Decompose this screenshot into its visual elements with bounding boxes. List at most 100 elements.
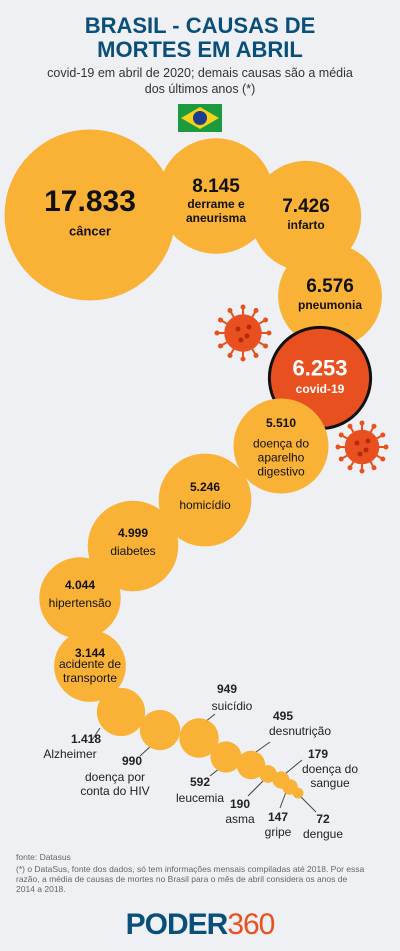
logo-right: 360 — [227, 908, 275, 941]
value-label: 8.145 — [192, 176, 240, 198]
category-label: asma — [225, 812, 255, 827]
category-label: derrame e aneurisma — [185, 197, 247, 226]
virus-spike-tip — [359, 420, 365, 426]
leader-line — [255, 741, 271, 753]
virus-body — [224, 314, 262, 352]
category-label: acidente de transporte — [58, 657, 122, 685]
leader-line — [300, 796, 317, 813]
logo-left: PODER — [125, 908, 229, 941]
category-label: covid-19 — [295, 382, 345, 397]
bubble — [278, 244, 382, 348]
category-label: gripe — [264, 825, 292, 840]
virus-spike-tip — [347, 423, 353, 429]
virus-spike-tip — [240, 356, 246, 362]
virus-spike-tip — [253, 307, 259, 313]
virus-spike-tip — [338, 432, 344, 438]
bubble — [39, 557, 121, 639]
virus-dot — [365, 438, 371, 444]
virus-spike-tip — [214, 330, 220, 336]
virus-spike-tip — [217, 343, 223, 349]
category-label: Alzheimer — [43, 747, 97, 762]
virus-spike-tip — [335, 444, 341, 450]
value-label: 179 — [307, 747, 329, 762]
leader-line — [91, 727, 101, 741]
virus-spike-tip — [217, 317, 223, 323]
virus-icons — [214, 304, 389, 474]
bubble — [158, 138, 274, 254]
bubble — [179, 718, 219, 758]
bubble — [250, 160, 362, 272]
virus-spike-tip — [347, 465, 353, 471]
value-label: 17.833 — [44, 184, 136, 218]
value-label: 1.418 — [70, 732, 102, 747]
virus-spike-tip — [263, 317, 269, 323]
bubble — [54, 630, 126, 702]
bubble — [4, 129, 176, 301]
virus-spike-tip — [383, 444, 389, 450]
value-label: 3.144 — [74, 646, 106, 661]
virus-spike-tip — [371, 423, 377, 429]
virus-dot — [244, 333, 250, 339]
category-label: diabetes — [110, 544, 156, 559]
value-label: 949 — [216, 682, 238, 697]
category-label: pneumonia — [297, 298, 362, 313]
leader-line — [279, 791, 287, 809]
value-label: 7.426 — [282, 196, 330, 218]
virus-body — [344, 429, 380, 465]
virus-dot — [246, 324, 252, 330]
category-label: doença do sangue — [301, 762, 359, 790]
bubble — [259, 765, 277, 783]
virus-spike-tip — [380, 432, 386, 438]
bubble — [292, 787, 304, 799]
virus-dot — [354, 440, 360, 446]
virus-spike-tip — [227, 307, 233, 313]
virus-spike-tip — [380, 456, 386, 462]
bubble — [139, 709, 181, 751]
leader-line — [247, 779, 265, 797]
value-label: 6.576 — [306, 276, 354, 298]
bubble — [87, 500, 179, 592]
virus-spike-tip — [227, 353, 233, 359]
virus-spike-tip — [263, 343, 269, 349]
source: fonte: Datasus — [16, 852, 71, 862]
title: BRASIL - CAUSAS DE MORTES EM ABRIL — [84, 13, 316, 63]
virus-dot — [363, 447, 369, 453]
category-label: desnutrição — [268, 724, 332, 739]
value-label: 5.510 — [265, 416, 297, 431]
category-label: hipertensão — [48, 596, 112, 611]
value-label: 72 — [316, 812, 330, 827]
logo: PODER360 — [0, 908, 400, 942]
value-label: 990 — [121, 754, 143, 769]
value-label: 495 — [272, 709, 294, 724]
subtitle: covid-19 em abril de 2020; demais causas… — [47, 66, 353, 96]
leader-line — [284, 759, 303, 775]
category-label: dengue — [302, 827, 344, 842]
virus-spike-tip — [266, 330, 272, 336]
bubble — [158, 453, 252, 547]
bubble — [96, 687, 146, 737]
virus-spike-tip — [338, 456, 344, 462]
flag — [178, 104, 222, 132]
value-label: 6.253 — [292, 355, 348, 381]
virus-dot — [238, 337, 244, 343]
value-label: 4.999 — [117, 526, 149, 541]
category-label: homicídio — [179, 498, 231, 513]
virus-spike-tip — [253, 353, 259, 359]
category-label: suicídio — [211, 699, 253, 714]
bubble — [210, 741, 242, 773]
virus-dot — [357, 451, 363, 457]
value-label: 190 — [229, 797, 251, 812]
category-label: doença por conta do HIV — [80, 770, 150, 798]
virus-spike-tip — [371, 465, 377, 471]
virus-spike-tip — [359, 468, 365, 474]
value-label: 147 — [267, 810, 289, 825]
bubble — [233, 398, 329, 494]
virus-spike-tip — [240, 304, 246, 310]
virus-dot — [235, 326, 241, 332]
bubble — [236, 750, 266, 780]
value-label: 4.044 — [64, 578, 96, 593]
category-label: leucemia — [175, 791, 225, 806]
footnote: (*) o DataSus, fonte dos dados, só tem i… — [16, 864, 365, 895]
